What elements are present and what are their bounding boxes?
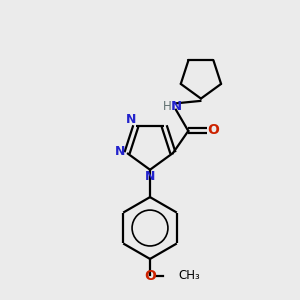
- Text: H: H: [163, 100, 172, 113]
- Text: N: N: [171, 100, 182, 113]
- Text: N: N: [145, 170, 155, 183]
- Text: O: O: [207, 123, 219, 137]
- Text: N: N: [116, 145, 126, 158]
- Text: N: N: [126, 113, 136, 126]
- Text: O: O: [144, 269, 156, 283]
- Text: CH₃: CH₃: [178, 269, 200, 282]
